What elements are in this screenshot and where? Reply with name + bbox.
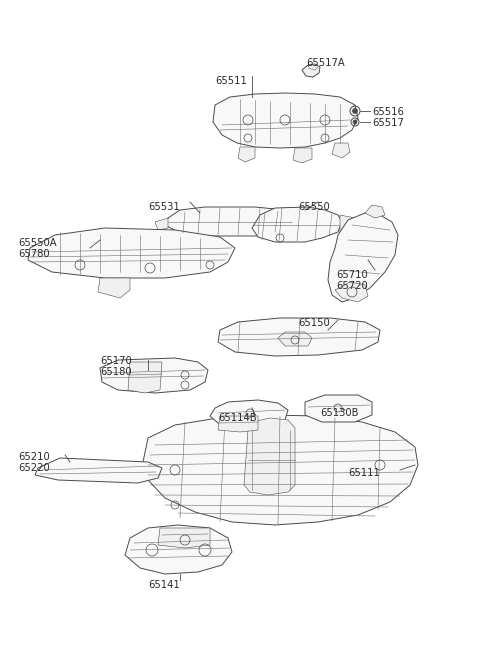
Polygon shape — [252, 207, 342, 242]
Polygon shape — [340, 215, 358, 232]
Text: 65141: 65141 — [148, 580, 180, 590]
Text: 65150: 65150 — [298, 318, 330, 328]
Polygon shape — [125, 525, 232, 574]
Polygon shape — [100, 358, 208, 393]
Text: 65516: 65516 — [372, 107, 404, 117]
Polygon shape — [365, 205, 385, 218]
Text: 65517A: 65517A — [306, 58, 345, 68]
Polygon shape — [213, 93, 358, 148]
Polygon shape — [302, 64, 320, 77]
Text: 65720: 65720 — [336, 281, 368, 291]
Polygon shape — [238, 147, 255, 162]
Text: 65170: 65170 — [100, 356, 132, 366]
Text: 65114B: 65114B — [218, 413, 257, 423]
Text: 65531: 65531 — [148, 202, 180, 212]
Polygon shape — [28, 228, 235, 278]
Text: 65180: 65180 — [100, 367, 132, 377]
Polygon shape — [305, 395, 372, 422]
Polygon shape — [218, 416, 258, 432]
Polygon shape — [158, 528, 210, 548]
Polygon shape — [328, 213, 398, 302]
Polygon shape — [98, 278, 130, 298]
Polygon shape — [332, 143, 350, 158]
Text: 65220: 65220 — [18, 463, 50, 473]
Polygon shape — [290, 218, 302, 228]
Polygon shape — [244, 418, 295, 495]
Text: 65550A: 65550A — [18, 238, 57, 248]
Polygon shape — [293, 148, 312, 163]
Polygon shape — [143, 415, 418, 525]
Polygon shape — [165, 207, 295, 236]
Text: 65517: 65517 — [372, 118, 404, 128]
Polygon shape — [35, 458, 162, 483]
Text: 65780: 65780 — [18, 249, 49, 259]
Polygon shape — [335, 282, 368, 302]
Text: 65511: 65511 — [215, 76, 247, 86]
Text: 65550: 65550 — [298, 202, 330, 212]
Text: 65130B: 65130B — [320, 408, 359, 418]
Text: 65210: 65210 — [18, 452, 50, 462]
Text: 65710: 65710 — [336, 270, 368, 280]
Polygon shape — [210, 400, 288, 427]
Polygon shape — [155, 218, 168, 230]
Circle shape — [352, 109, 358, 113]
Polygon shape — [218, 318, 380, 356]
Circle shape — [353, 120, 357, 124]
Polygon shape — [278, 332, 312, 346]
Text: 65111: 65111 — [348, 468, 380, 478]
Polygon shape — [128, 362, 162, 393]
